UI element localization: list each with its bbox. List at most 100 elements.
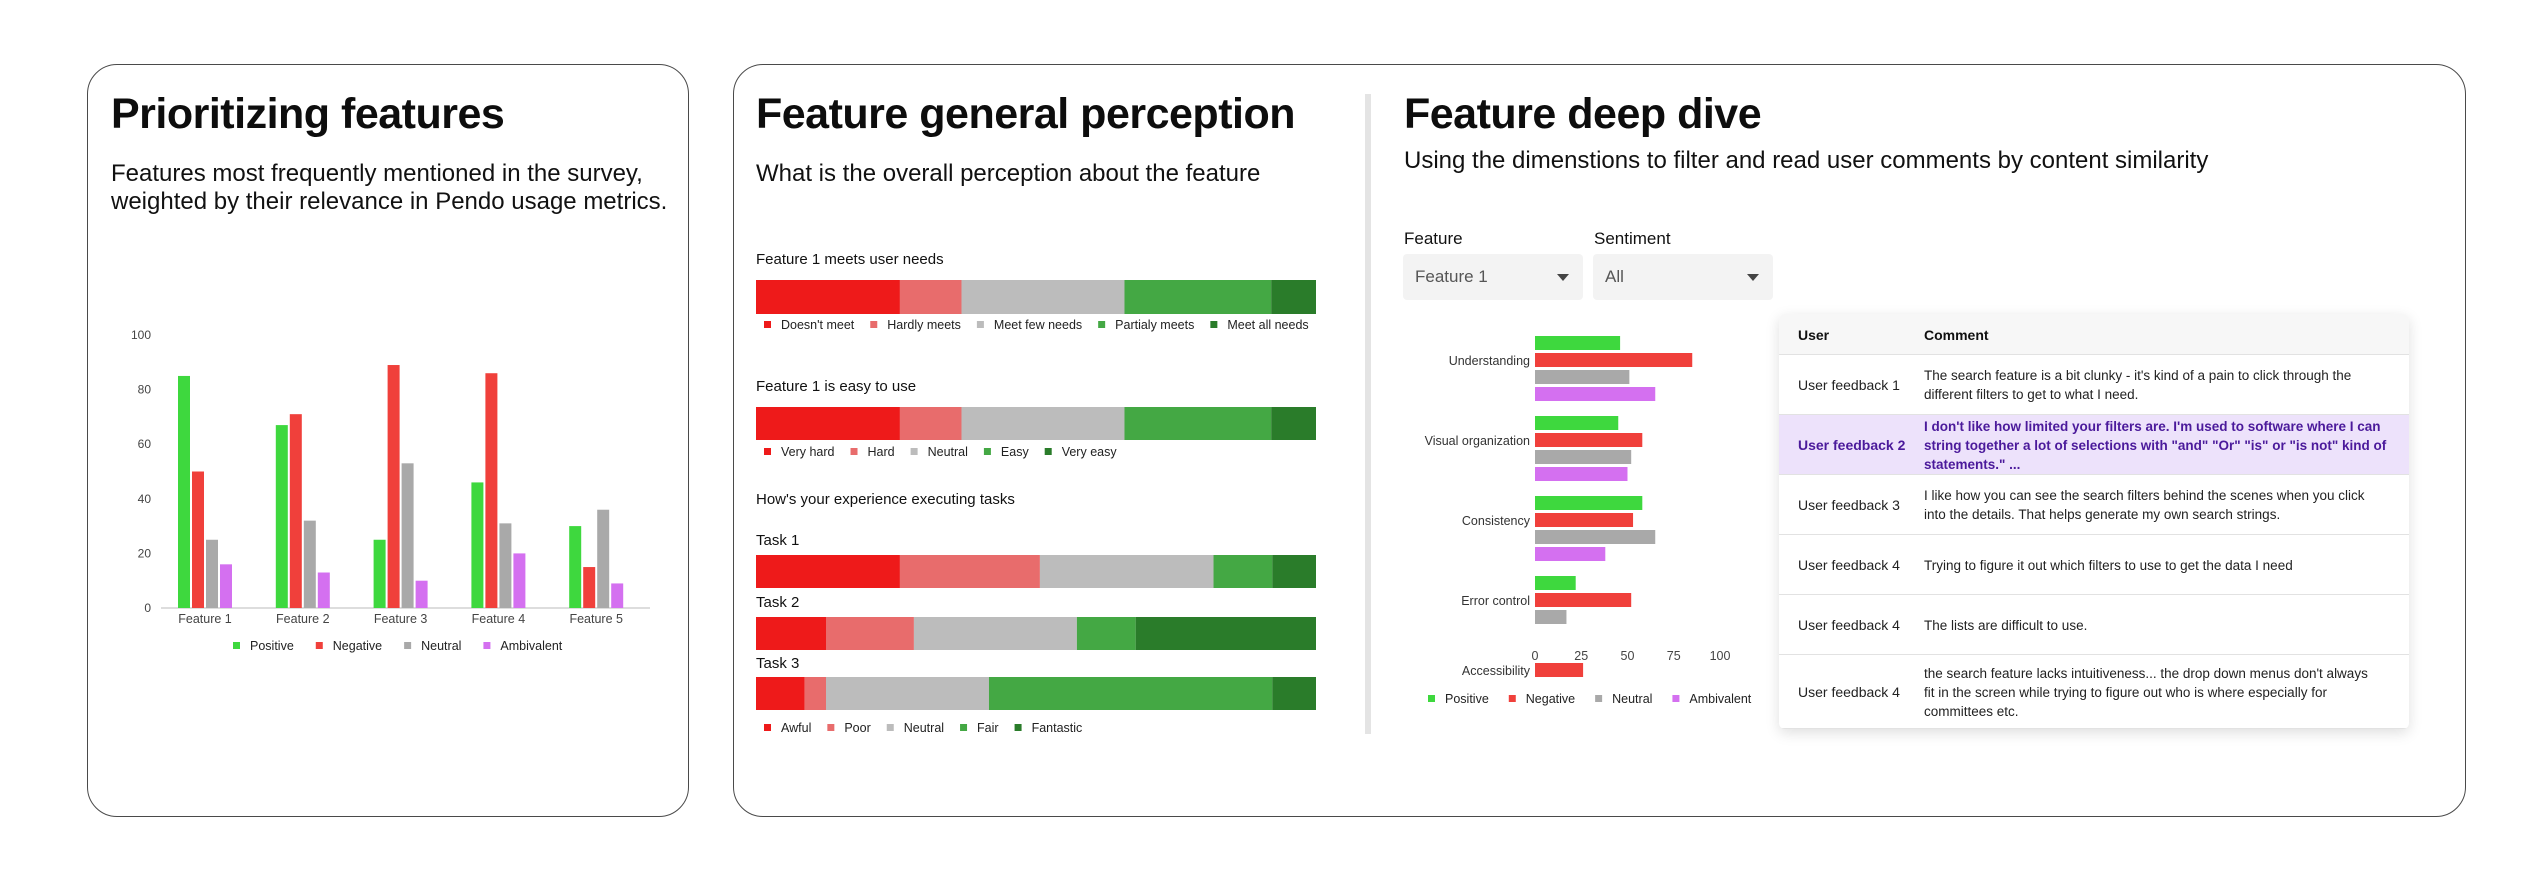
easy-to-use-legend-label: Very hard: [781, 445, 835, 459]
bar-negative: [485, 373, 498, 608]
dimension-category-label: Visual organization: [1425, 434, 1530, 448]
bar-negative: [289, 414, 302, 608]
row-comment: the search feature lacks intuitiveness..…: [1924, 664, 2389, 721]
dimension-bar-positive: [1535, 496, 1643, 510]
bar-neutral: [303, 520, 316, 608]
row-comment: Trying to figure it out which filters to…: [1924, 556, 2389, 575]
deep-dive-title: Feature deep dive: [1404, 90, 1762, 138]
bar-positive: [178, 375, 190, 608]
easy-to-use-bar-segment: [1124, 407, 1272, 440]
tasks-legend-swatch: [886, 724, 894, 731]
sentiment-filter-label: Sentiment: [1594, 229, 1671, 248]
dimension-bar-neutral: [1535, 450, 1632, 464]
dimension-bar-ambivalent: [1535, 387, 1656, 401]
tasks-legend-swatch: [1014, 724, 1022, 731]
dimension-bar-negative: [1535, 433, 1643, 447]
bar-positive: [471, 482, 484, 608]
meets-needs-legend-label: Hardly meets: [887, 318, 961, 332]
prioritizing-legend-swatch: [315, 642, 323, 649]
comment-line: string together a lot of selections with…: [1924, 437, 2387, 453]
task-bar-segment: [899, 555, 1040, 588]
tasks-legend-label: Fantastic: [1032, 721, 1083, 735]
sentiment-select[interactable]: All: [1593, 254, 1773, 300]
x-tick-label: 0: [1532, 649, 1539, 663]
x-tick-label: Feature 2: [276, 612, 330, 626]
row-user: User feedback 1: [1798, 377, 1900, 393]
bar-ambivalent: [415, 580, 428, 608]
bar-negative: [192, 471, 204, 608]
dimensions-legend-swatch: [1595, 695, 1603, 702]
table-row[interactable]: User feedback 2 I don't like how limited …: [1779, 415, 2409, 475]
bar-positive: [275, 425, 288, 608]
bar-positive: [373, 539, 386, 608]
comment-line: The lists are difficult to use.: [1924, 617, 2088, 633]
table-row[interactable]: User feedback 4 Trying to figure it out w…: [1779, 535, 2409, 595]
comment-line: into the details. That helps generate my…: [1924, 507, 2281, 522]
perception-title: Feature general perception: [756, 90, 1296, 138]
tasks-legend-label: Fair: [977, 721, 999, 735]
row-user: User feedback 4: [1798, 617, 1900, 633]
sentiment-select-value: All: [1605, 267, 1624, 286]
bar-ambivalent: [513, 553, 526, 608]
easy-to-use-bar-segment: [756, 407, 900, 440]
tasks-legend-swatch: [960, 724, 968, 731]
table-row[interactable]: User feedback 4 The lists are difficult t…: [1779, 595, 2409, 655]
task-bar-segment: [988, 677, 1273, 710]
dimension-category-label: Understanding: [1449, 354, 1530, 368]
comment-line: The search feature is a bit clunky - it'…: [1924, 368, 2352, 383]
dimensions-legend-label: Positive: [1445, 692, 1489, 706]
dimension-bar-negative: [1535, 513, 1634, 527]
perception-subtitle: What is the overall perception about the…: [756, 160, 1261, 187]
easy-to-use-legend-swatch: [983, 448, 991, 455]
x-tick-label: 25: [1574, 649, 1588, 663]
bar-neutral: [499, 523, 512, 608]
task-bar-segment: [756, 555, 900, 588]
dimension-bar-ambivalent: [1535, 467, 1628, 481]
task-bar-segment: [756, 677, 805, 710]
bar-ambivalent: [611, 583, 624, 608]
meets-needs-legend-label: Meet all needs: [1227, 318, 1308, 332]
table-row[interactable]: User feedback 1 The search feature is a b…: [1779, 355, 2409, 415]
column-header-comment: Comment: [1924, 327, 1989, 343]
easy-to-use-legend-swatch: [764, 448, 771, 455]
tasks-legend-swatch: [764, 724, 771, 731]
tasks-title: How's your experience executing tasks: [756, 491, 1015, 508]
row-comment: The lists are difficult to use.: [1924, 616, 2389, 635]
task-bar-segment: [826, 677, 989, 710]
meets-needs-legend-swatch: [1210, 321, 1218, 328]
task-bar-segment: [1272, 677, 1316, 710]
easy-to-use-legend-swatch: [910, 448, 918, 455]
prioritizing-subtitle-line2: weighted by their relevance in Pendo usa…: [111, 188, 668, 215]
task-bar-segment: [1039, 555, 1214, 588]
x-tick-label: Feature 3: [374, 612, 428, 626]
bar-ambivalent: [317, 572, 330, 608]
task-label: Task 1: [756, 532, 799, 549]
chevron-down-icon: [1557, 274, 1569, 281]
prioritizing-title: Prioritizing features: [111, 90, 505, 138]
table-header: User Comment: [1779, 314, 2409, 355]
dimension-bar-positive: [1535, 416, 1619, 430]
dimension-bar-neutral: [1535, 370, 1630, 384]
meets-needs-legend-swatch: [976, 321, 984, 328]
table-row[interactable]: User feedback 4 the search feature lacks …: [1779, 655, 2409, 729]
row-user: User feedback 3: [1798, 497, 1900, 513]
comment-line: different filters to get to what I need.: [1924, 387, 2139, 402]
prioritizing-legend-label: Positive: [250, 639, 294, 653]
column-header-user: User: [1798, 327, 1830, 343]
task-bar-segment: [1272, 555, 1316, 588]
x-tick-label: Feature 4: [472, 612, 526, 626]
dimension-bar-neutral: [1535, 530, 1656, 544]
table-row[interactable]: User feedback 3 I like how you can see th…: [1779, 475, 2409, 535]
easy-to-use-legend-label: Hard: [868, 445, 895, 459]
row-user: User feedback 4: [1798, 684, 1900, 700]
section-divider: [1365, 94, 1371, 734]
comment-line: committees etc.: [1924, 703, 2019, 719]
meets-needs-bar-segment: [961, 280, 1125, 314]
prioritizing-subtitle-line1: Features most frequently mentioned in th…: [111, 160, 643, 187]
prioritizing-legend-swatch: [404, 642, 412, 649]
prioritizing-legend-label: Negative: [333, 639, 382, 653]
dimension-bar-neutral: [1535, 610, 1567, 624]
meets-needs-legend-label: Meet few needs: [994, 318, 1082, 332]
feature-select[interactable]: Feature 1: [1403, 254, 1583, 300]
y-tick-label: 20: [138, 546, 152, 560]
